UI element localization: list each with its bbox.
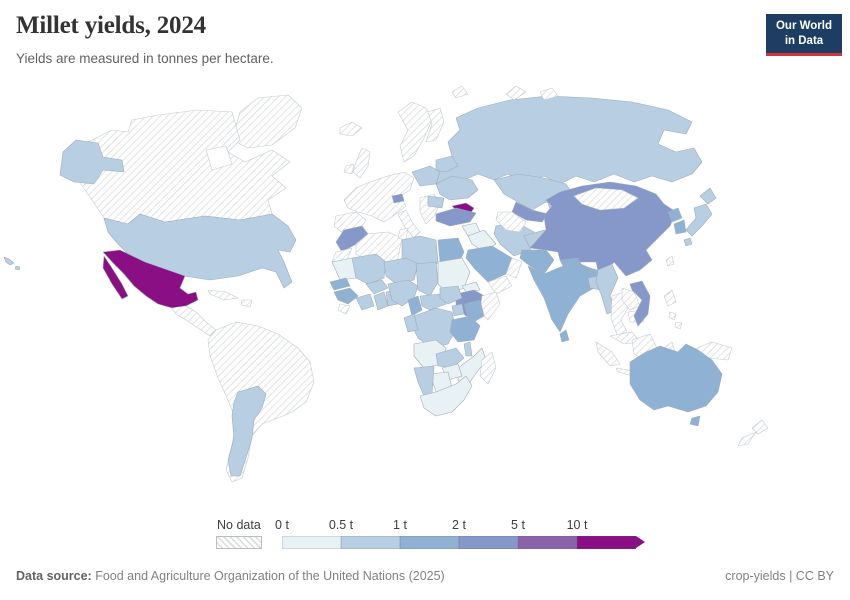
country-niger[interactable] — [383, 257, 419, 285]
country-gabon-congo[interactable] — [403, 313, 419, 333]
data-source-text: Food and Agriculture Organization of the… — [91, 569, 445, 583]
country-scandinavia[interactable] — [397, 101, 433, 163]
legend-arrow — [636, 536, 645, 548]
data-source-label: Data source: — [16, 569, 92, 583]
legend-bin-10+[interactable] — [577, 536, 636, 549]
country-mongolia[interactable] — [573, 187, 639, 211]
country-turkey[interactable] — [435, 207, 477, 227]
owid-logo-line1: Our World — [775, 20, 832, 32]
country-china[interactable] — [529, 181, 677, 277]
country-italy[interactable] — [397, 209, 421, 239]
country-north-korea[interactable] — [667, 207, 683, 223]
country-eritrea[interactable] — [461, 281, 481, 293]
world-map — [3, 85, 769, 483]
country-new-zealand[interactable] — [737, 419, 769, 447]
country-madagascar[interactable] — [479, 351, 497, 385]
country-south-sudan[interactable] — [439, 285, 463, 305]
legend-bins — [282, 536, 645, 549]
country-iceland[interactable] — [339, 121, 363, 137]
country-sri-lanka[interactable] — [559, 329, 570, 343]
legend-bin-2-5[interactable] — [459, 536, 518, 549]
country-romania[interactable] — [427, 195, 445, 209]
country-vietnam[interactable] — [629, 280, 651, 327]
legend-tick-5-10: 5 t — [511, 518, 525, 532]
legend-tick-0-0.5: 0 t — [275, 518, 289, 532]
country-svalbard[interactable] — [451, 85, 469, 99]
legend-no-data-label: No data — [217, 518, 261, 532]
country-greenland[interactable] — [231, 94, 303, 149]
country-saudi-arabia[interactable] — [465, 245, 513, 283]
country-tanzania[interactable] — [449, 315, 481, 343]
country-chad[interactable] — [415, 261, 439, 297]
legend-tick-2-5: 2 t — [452, 518, 466, 532]
country-japan[interactable] — [683, 187, 717, 247]
country-russia[interactable] — [435, 95, 703, 185]
legend-tick-1-2: 1 t — [393, 518, 407, 532]
country-guinea[interactable] — [333, 287, 359, 305]
country-yemen[interactable] — [487, 275, 513, 295]
country-malawi[interactable] — [463, 341, 473, 357]
country-senegal[interactable] — [329, 277, 351, 291]
country-switzerland[interactable] — [391, 193, 405, 204]
license-note[interactable]: crop-yields | CC BY — [725, 569, 834, 583]
country-south-korea[interactable] — [673, 219, 687, 235]
map-legend: No data 0 t 0.5 t 1 t 2 t 5 t 10 t — [0, 516, 850, 556]
country-burkina-faso[interactable] — [365, 279, 389, 295]
country-sierra-leone-liberia[interactable] — [337, 303, 351, 315]
country-tasmania[interactable] — [689, 415, 701, 427]
country-uganda[interactable] — [451, 303, 465, 317]
country-hawaii[interactable] — [3, 256, 21, 271]
country-ireland[interactable] — [343, 163, 355, 175]
country-south-africa[interactable] — [419, 375, 473, 417]
country-namibia[interactable] — [413, 365, 435, 397]
chart-subtitle: Yields are measured in tonnes per hectar… — [16, 51, 274, 66]
legend-tick-labels: 0 t 0.5 t 1 t 2 t 5 t 10 t — [275, 518, 682, 533]
country-australia[interactable] — [629, 343, 723, 413]
country-arctic-islands[interactable] — [505, 85, 559, 101]
country-belarus[interactable] — [435, 155, 459, 173]
country-mali[interactable] — [351, 253, 387, 285]
legend-bin-1-2[interactable] — [400, 536, 459, 549]
legend-tick-10+: 10 t — [566, 518, 588, 532]
legend-bin-5-10[interactable] — [518, 536, 577, 549]
country-taiwan[interactable] — [665, 255, 675, 267]
country-united-kingdom[interactable] — [352, 147, 371, 179]
owid-logo[interactable]: Our World in Data — [766, 14, 842, 56]
country-poland[interactable] — [411, 165, 441, 187]
country-argentina[interactable] — [227, 385, 267, 477]
country-alaska[interactable] — [59, 139, 125, 185]
country-hispaniola[interactable] — [240, 299, 253, 308]
hudson-bay — [205, 145, 233, 171]
data-source-note: Data source: Food and Agriculture Organi… — [16, 569, 445, 583]
legend-bin-0.5-1[interactable] — [341, 536, 400, 549]
country-ghana[interactable] — [373, 291, 389, 311]
country-cuba[interactable] — [207, 289, 239, 301]
country-turkmenistan[interactable] — [495, 211, 527, 233]
country-india[interactable] — [527, 261, 601, 333]
country-mexico-baja[interactable] — [102, 255, 129, 300]
country-cameroon[interactable] — [407, 295, 423, 317]
country-laos[interactable] — [621, 287, 641, 311]
country-tunisia[interactable] — [397, 227, 409, 241]
country-central-america[interactable] — [171, 305, 217, 337]
country-central-african-republic[interactable] — [419, 293, 447, 311]
legend-bin-0-0.5[interactable] — [282, 536, 341, 549]
country-ivory-coast[interactable] — [355, 293, 375, 311]
owid-logo-line2: in Data — [784, 34, 824, 47]
country-mexico[interactable] — [102, 249, 199, 309]
country-ukraine[interactable] — [435, 175, 479, 201]
country-finland[interactable] — [425, 107, 445, 143]
country-oman[interactable] — [505, 257, 523, 279]
page-title: Millet yields, 2024 — [16, 12, 206, 39]
legend-tick-0.5-1: 0.5 t — [328, 518, 354, 532]
country-philippines[interactable] — [663, 289, 683, 330]
chart-footer: Data source: Food and Agriculture Organi… — [16, 569, 834, 583]
country-zambia[interactable] — [435, 347, 465, 369]
legend-no-data-swatch[interactable] — [216, 536, 262, 549]
